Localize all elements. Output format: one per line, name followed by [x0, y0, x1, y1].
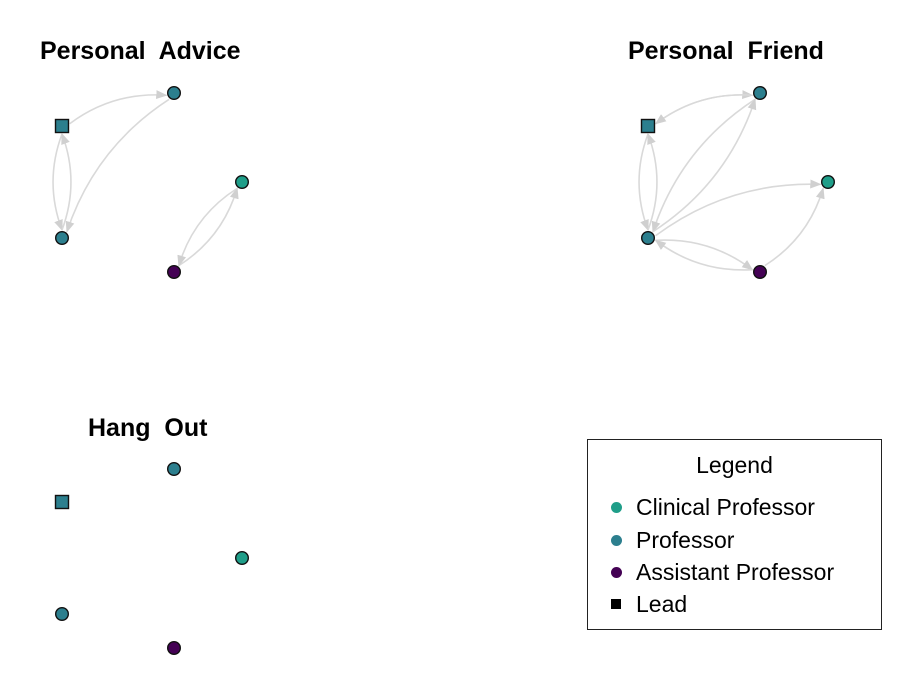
panel-title-personal-friend: Personal Friend: [628, 37, 824, 65]
legend-title: Legend: [696, 452, 773, 478]
node-professor: [641, 230, 656, 245]
legend-item-professor: Professor: [608, 525, 734, 555]
legend-item-lead: Lead: [608, 589, 687, 619]
legend-label: Lead: [636, 590, 688, 617]
edge-arrow: [764, 187, 825, 267]
legend-label: Professor: [636, 526, 735, 553]
node-lead: [54, 494, 70, 510]
network-panel: [638, 85, 836, 280]
node-professor: [166, 85, 181, 100]
legend-item-clinical-professor: Clinical Professor: [608, 492, 815, 522]
network-panel: [52, 85, 249, 280]
edge-arrow: [178, 187, 239, 267]
node-lead: [640, 118, 656, 134]
panel-title-personal-advice: Personal Advice: [40, 37, 241, 65]
node-clinical: [234, 174, 249, 189]
edge-arrow: [654, 94, 753, 125]
edge-arrow: [655, 179, 822, 237]
legend: Legend Clinical Professor Professor Assi…: [587, 439, 882, 630]
node-professor: [166, 462, 181, 477]
node-clinical: [234, 551, 249, 566]
legend-circle-icon: [610, 534, 622, 546]
legend-circle-icon: [610, 501, 622, 513]
edge-arrow: [177, 187, 238, 267]
edge-arrow: [52, 133, 63, 232]
legend-label: Clinical Professor: [636, 493, 815, 520]
edge-arrow: [638, 133, 649, 232]
panel-title-hang-out: Hang Out: [88, 414, 208, 442]
edge-arrow: [69, 90, 168, 125]
edge-arrow: [647, 132, 658, 231]
node-professor: [55, 607, 70, 622]
edge-arrow: [651, 98, 756, 233]
edge-arrow: [654, 239, 753, 271]
edge-arrow: [65, 98, 170, 233]
node-assistant: [166, 641, 181, 656]
legend-circle-icon: [610, 566, 622, 578]
node-professor: [55, 230, 70, 245]
node-assistant: [166, 265, 181, 280]
node-clinical: [821, 174, 836, 189]
edge-arrow: [655, 239, 754, 271]
network-panel: [54, 462, 249, 656]
node-professor: [753, 85, 768, 100]
node-lead: [54, 118, 70, 134]
node-assistant: [753, 265, 768, 280]
legend-square-icon: [611, 599, 621, 609]
edge-arrow: [61, 132, 72, 231]
legend-item-assistant-professor: Assistant Professor: [608, 557, 834, 587]
legend-label: Assistant Professor: [636, 558, 835, 585]
edge-arrow: [652, 98, 757, 233]
